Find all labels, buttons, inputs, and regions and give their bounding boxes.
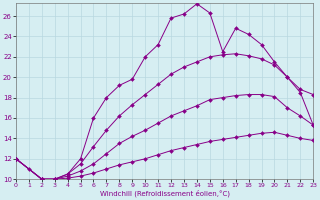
X-axis label: Windchill (Refroidissement éolien,°C): Windchill (Refroidissement éolien,°C): [100, 190, 229, 197]
